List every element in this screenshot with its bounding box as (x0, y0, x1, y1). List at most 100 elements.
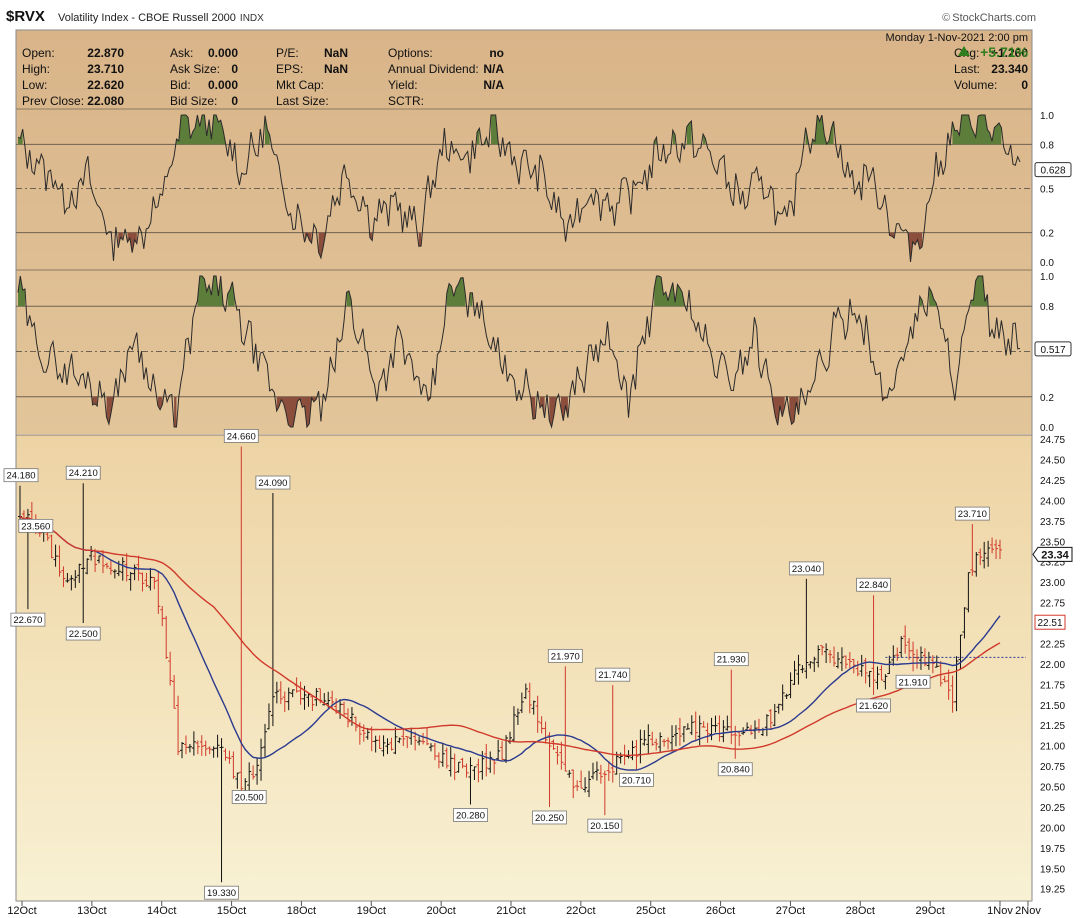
last-value-box (1034, 341, 1072, 357)
date-tick-label: 14Oct (147, 905, 176, 917)
oscillator-line (17, 275, 1021, 429)
overbought-fill (672, 130, 676, 145)
overbought-fill (446, 277, 466, 307)
price-annotation-box (713, 652, 749, 667)
y-tick-label: 20.75 (1040, 762, 1065, 773)
price-annotation-box (3, 468, 39, 483)
price-annotation-label: 20.250 (535, 813, 564, 824)
quote-label: High: (22, 62, 50, 76)
price-annotation-box (856, 698, 891, 713)
y-tick-label: 0.8 (1040, 140, 1054, 151)
price-annotation-box (18, 518, 54, 533)
price-annotation-label: 24.660 (227, 431, 256, 442)
y-tick-label: 23.25 (1040, 558, 1065, 569)
date-tick-label: 26Oct (706, 905, 735, 917)
quote-datetime: Monday 1-Nov-2021 2:00 pm (886, 32, 1028, 44)
price-annotation-label: 21.740 (598, 670, 627, 681)
oversold-fill (908, 232, 923, 262)
quote-label: Options: (388, 46, 433, 60)
price-annotation-label: 21.970 (551, 651, 580, 662)
date-tick-label: 2Nov (1015, 905, 1041, 917)
quote-label: Annual Dividend: (388, 62, 479, 76)
price-panel: 19.25 19.50 19.75 20.00 20.25 20.50 20.75 21.00… (3, 429, 1073, 900)
quote-value: 23.710 (87, 62, 124, 76)
price-annotation-box (65, 626, 101, 641)
price-annotation-box (619, 772, 654, 787)
price-annotation-box (595, 667, 631, 682)
quote-label: Open: (22, 46, 55, 60)
price-annotation-box (65, 465, 101, 480)
overbought-fill (919, 296, 923, 307)
date-tick-label: 18Oct (287, 905, 316, 917)
quote-label: EPS: (276, 62, 303, 76)
last-value-label: 0.628 (1040, 166, 1065, 177)
quote-value: 0 (231, 94, 238, 108)
quote-label: Volume: (954, 78, 997, 92)
y-tick-label: 0.2 (1040, 393, 1054, 404)
quote-value: NaN (324, 46, 348, 60)
price-annotation-box (587, 818, 623, 833)
y-tick-label: 20.25 (1040, 803, 1065, 814)
brand-label[interactable]: © StockCharts.com (942, 12, 1036, 24)
overbought-fill (18, 129, 23, 145)
brand-name: StockCharts.com (952, 12, 1036, 24)
y-tick-label: 21.75 (1040, 680, 1065, 691)
price-annotation-box (231, 790, 267, 804)
overbought-fill (470, 292, 473, 307)
oversold-fill (418, 232, 422, 247)
quote-value: no (489, 46, 504, 60)
y-tick-label: 23.50 (1040, 537, 1065, 548)
overbought-fill (703, 134, 706, 145)
y-tick-label: 24.50 (1040, 456, 1065, 467)
price-annotation-label: 20.280 (456, 811, 485, 822)
quote-label: Last Size: (276, 94, 329, 108)
y-tick-label: 20.50 (1040, 783, 1065, 794)
price-annotation-label: 19.330 (207, 888, 236, 899)
y-tick-label: 23.00 (1040, 578, 1065, 589)
date-tick-label: 15Oct (217, 905, 246, 917)
index-name: Volatility Index - CBOE Russell 2000 INDX (58, 12, 264, 24)
y-tick-label: 22.75 (1040, 599, 1065, 610)
price-plot-area (18, 446, 1026, 883)
price-annotation-box (717, 762, 753, 777)
quote-value: 22.080 (87, 94, 124, 108)
y-tick-label: 24.75 (1040, 435, 1065, 446)
price-annotation-box (204, 885, 239, 900)
oscillator-panel-1: 0.0 0.2 0.5 0.8 1.0 0.628 (16, 111, 1072, 269)
date-tick-label: 20Oct (426, 905, 455, 917)
oversold-fill (539, 396, 545, 418)
title-bar: $RVX Volatility Index - CBOE Russell 200… (0, 0, 1092, 30)
price-annotation-label: 22.840 (859, 580, 888, 591)
overbought-fill (686, 121, 692, 145)
ma-value-label: 22.51 (1037, 618, 1062, 629)
price-annotation-box (895, 674, 931, 689)
quote-label: Yield: (388, 78, 418, 92)
price-annotation-label: 22.500 (69, 629, 98, 640)
quote-value: 0.000 (208, 78, 238, 92)
date-tick-label: 25Oct (636, 905, 665, 917)
last-price-box (1032, 546, 1073, 562)
price-annotation-label: 20.710 (622, 775, 651, 786)
y-tick-label: 19.25 (1040, 885, 1065, 896)
quote-label: P/E: (276, 46, 299, 60)
quote-value: 0 (231, 62, 238, 76)
change-percent: +5.71% (980, 44, 1028, 60)
price-annotation-label: 24.180 (6, 471, 35, 482)
price-annotation-box (954, 506, 990, 521)
y-tick-label: 19.50 (1040, 864, 1065, 875)
quote-value: NaN (324, 62, 348, 76)
price-annotation-box (255, 475, 291, 490)
y-tick-label: 21.00 (1040, 742, 1065, 753)
oversold-fill (174, 396, 177, 427)
date-tick-label: 22Oct (566, 905, 595, 917)
oversold-fill (789, 396, 799, 425)
price-annotation-label: 21.910 (899, 677, 928, 688)
price-annotation-label: 20.500 (235, 793, 264, 804)
price-annotation-label: 20.150 (590, 821, 619, 832)
price-annotation-label: 21.620 (859, 701, 888, 712)
date-tick-label: 28Oct (846, 905, 875, 917)
date-tick-label: 19Oct (357, 905, 386, 917)
y-tick-label: 0.0 (1040, 423, 1054, 434)
price-annotation-box (532, 810, 567, 825)
y-tick-label: 0.0 (1040, 258, 1054, 269)
